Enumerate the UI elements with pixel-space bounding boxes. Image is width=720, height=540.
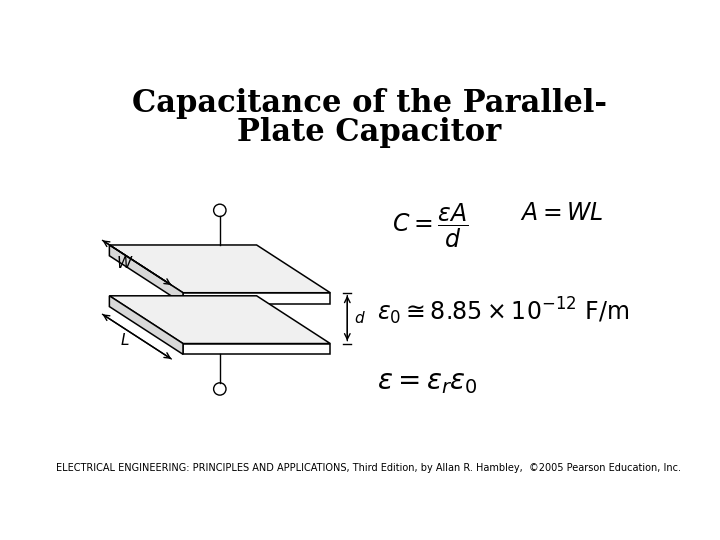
Polygon shape <box>109 296 183 354</box>
Text: $A = WL$: $A = WL$ <box>520 202 603 225</box>
Text: $\varepsilon = \varepsilon_r\varepsilon_0$: $\varepsilon = \varepsilon_r\varepsilon_… <box>377 369 477 396</box>
Text: $C = \dfrac{\varepsilon A}{d}$: $C = \dfrac{\varepsilon A}{d}$ <box>392 202 469 250</box>
Text: $d$: $d$ <box>354 310 365 326</box>
Polygon shape <box>109 245 183 303</box>
Polygon shape <box>109 296 330 343</box>
Text: ELECTRICAL ENGINEERING: PRINCIPLES AND APPLICATIONS, Third Edition, by Allan R. : ELECTRICAL ENGINEERING: PRINCIPLES AND A… <box>56 463 682 473</box>
Text: $L$: $L$ <box>120 332 130 348</box>
Text: Capacitance of the Parallel-: Capacitance of the Parallel- <box>132 88 606 119</box>
Text: $W$: $W$ <box>116 255 133 271</box>
Polygon shape <box>109 245 330 293</box>
Polygon shape <box>183 293 330 303</box>
Text: Plate Capacitor: Plate Capacitor <box>237 117 501 148</box>
Text: $\varepsilon_0 \cong 8.85\times10^{-12}\ \mathrm{F/m}$: $\varepsilon_0 \cong 8.85\times10^{-12}\… <box>377 296 629 327</box>
Polygon shape <box>183 343 330 354</box>
